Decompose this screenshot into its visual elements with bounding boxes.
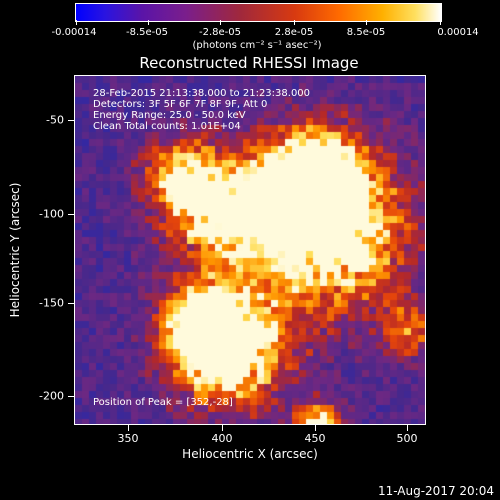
plot-title: Reconstructed RHESSI Image [139, 54, 359, 72]
time-range-text: 28-Feb-2015 21:13:38.000 to 21:23:38.000 [93, 88, 311, 99]
colorbar-tick [440, 20, 441, 25]
y-tick [68, 396, 74, 397]
x-tick-label: 400 [211, 432, 233, 445]
colorbar-tick [294, 20, 295, 25]
x-tick [315, 425, 316, 431]
colorbar-tick [148, 20, 149, 25]
detectors-text: Detectors: 3F 5F 6F 7F 8F 9F, Att 0 [93, 99, 268, 110]
x-tick-label: 450 [304, 432, 326, 445]
colorbar [75, 3, 442, 22]
colorbar-tick-label: -2.8e-05 [199, 27, 241, 38]
y-axis-title: Heliocentric Y (arcsec) [8, 182, 22, 318]
colorbar-tick [76, 20, 77, 25]
y-tick [68, 120, 74, 121]
y-tick-label: -100 [39, 207, 64, 221]
x-axis-title: Heliocentric X (arcsec) [182, 447, 318, 461]
date-stamp: 11-Aug-2017 20:04 [377, 484, 494, 498]
colorbar-tick-label: -0.00014 [51, 27, 97, 38]
colorbar-tick [366, 20, 367, 25]
algorithm-text: Clean Total counts: 1.01E+04 [93, 121, 241, 132]
x-tick-label: 350 [117, 432, 139, 445]
colorbar-tick-label: -8.5e-05 [126, 27, 168, 38]
intensity-map [75, 76, 425, 424]
x-tick [407, 425, 408, 431]
rhessi-image: 28-Feb-2015 21:13:38.000 to 21:23:38.000… [74, 75, 426, 425]
peak-position-text: Position of Peak = [352,-28] [93, 397, 233, 408]
energy-range-text: Energy Range: 25.0 - 50.0 keV [93, 110, 246, 121]
x-tick [222, 425, 223, 431]
colorbar-tick-label: 0.00014 [437, 27, 479, 38]
y-tick-label: -50 [46, 113, 64, 127]
y-tick-label: -150 [39, 296, 64, 310]
x-tick [128, 425, 129, 431]
y-tick-label: -200 [39, 389, 64, 403]
colorbar-tick-label: 8.5e-05 [346, 27, 386, 38]
x-tick-label: 500 [396, 432, 418, 445]
y-tick [68, 303, 74, 304]
y-tick [68, 214, 74, 215]
colorbar-tick-label: 2.8e-05 [274, 27, 314, 38]
colorbar-units: (photons cm⁻² s⁻¹ asec⁻²) [192, 40, 322, 51]
colorbar-tick [220, 20, 221, 25]
